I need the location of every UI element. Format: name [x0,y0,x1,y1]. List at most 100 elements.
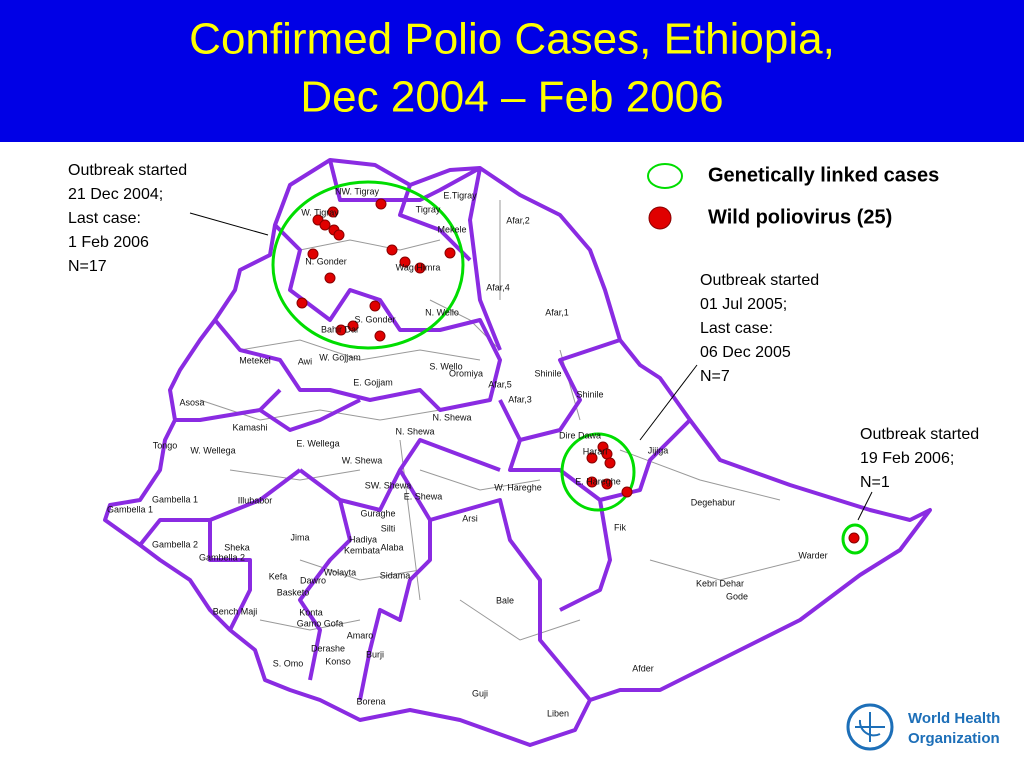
annotation: 19 Feb 2006; [860,450,954,467]
linked-circles [271,180,869,555]
zone-label: Konta [299,607,323,617]
zone-label: Oromiya [449,368,483,378]
zone-label: Afar,5 [488,379,512,389]
zone-label: Amaro [347,630,374,640]
zone-label: E. Wellega [296,438,339,448]
title-band [0,0,1024,142]
zone-label: Harari [583,446,608,456]
zone-label: Gambella 2 [199,552,245,562]
zone-label: NW. Tigray [335,186,380,196]
zone-label: Dawro [300,575,326,585]
zone-label: Tigray [416,204,441,214]
logo-text: Organization [908,730,1000,747]
zone-label: Afar,2 [506,215,530,225]
zone-label: Afar,4 [486,282,510,292]
zone-label: Kefa [269,571,288,581]
zone-label: S. Wello [429,361,462,371]
annotation: Outbreak started [700,272,819,289]
zone-label: Guraghe [360,508,395,518]
zone-label: Borena [356,696,385,706]
legend-dot [648,206,672,230]
zone-label: Warder [798,550,827,560]
zone-label: Gode [726,591,748,601]
zone-label: E. Shewa [404,491,443,501]
zone-label: SW. Shewa [365,480,412,490]
zone-label: Wag Himra [396,262,441,272]
annotation: Outbreak started [68,162,187,179]
zone-label: Arsi [462,513,478,523]
zone-label: Bench Maji [213,606,258,616]
zone-label: Jima [290,532,309,542]
zone-label: N. Shewa [432,412,471,422]
zone-label: Liben [547,708,569,718]
logo-text: World Health [908,710,1000,727]
zone-label: Metekel [239,355,271,365]
zone-label: Alaba [380,542,403,552]
zone-label: Afar,1 [545,307,569,317]
zone-label: Asosa [179,397,204,407]
zone-label: Degehabur [691,497,736,507]
zone-label: E. Hareghe [575,476,621,486]
zone-label: Kamashi [232,422,267,432]
zone-label: E.Tigray [443,190,477,200]
case-dots [296,198,860,544]
annotation: Outbreak started [860,426,979,443]
title: Dec 2004 – Feb 2006 [300,73,723,122]
annotation: Last case: [700,320,773,337]
annotation: N=7 [700,368,730,385]
zone-label: N. Shewa [395,426,434,436]
zone-label: Kembata [344,545,380,555]
annotation: 1 Feb 2006 [68,234,149,251]
zone-label: Afder [632,663,654,673]
zone-label: S. Gonder [354,314,395,324]
zone-label: N. Wello [425,307,459,317]
zone-label: W. Gojjam [319,352,361,362]
zone-label: Shinile [576,389,603,399]
zone-label: Basketo [277,587,310,597]
legend-label: Genetically linked cases [708,164,939,186]
zone-label: Awi [298,356,312,366]
zone-label: Burji [366,649,384,659]
leader-lines [189,212,873,521]
zone-label: W. Tigray [301,207,339,217]
zone-label: W. Wellega [190,445,235,455]
zone-label: Sidama [380,570,411,580]
zone-label: Sheka [224,542,250,552]
zone-label: Guji [472,688,488,698]
zone-label: N. Gonder [305,256,347,266]
legend: Genetically linked cases Wild poliovirus… [647,163,939,230]
annotation: 21 Dec 2004; [68,186,163,203]
zone-label: Jijiga [648,445,669,455]
zone-label: E. Gojjam [353,377,393,387]
annotation: 01 Jul 2005; [700,296,787,313]
zone-label: Afar,3 [508,394,532,404]
zone-borders [199,200,801,641]
zone-label: Illubabor [238,495,273,505]
zone-label: Mekele [437,224,466,234]
legend-circle [647,163,683,189]
annotation: N=17 [68,258,107,275]
zone-label: Gamo Gofa [297,618,344,628]
zone-label: Bale [496,595,514,605]
zone-label: Gambella 1 [152,494,198,504]
region-borders [138,159,692,702]
annotation: 06 Dec 2005 [700,344,791,361]
legend-label: Wild poliovirus (25) [708,206,892,228]
zone-label: Kebri Dehar [696,578,744,588]
annotation: Last case: [68,210,141,227]
zone-label: Shinile [534,368,561,378]
title: Confirmed Polio Cases, Ethiopia, [189,15,835,64]
zone-label: Tongo [153,440,178,450]
zone-label: Gambella 1 [107,504,153,514]
zone-label: Konso [325,656,351,666]
zone-label: W. Shewa [342,455,383,465]
zone-label: W. Hareghe [494,482,542,492]
zone-label: Fik [614,522,626,532]
zone-label: S. Omo [273,658,304,668]
zone-label: Silti [381,523,396,533]
country-outline [103,158,932,747]
who-logo: World Health Organization [846,703,1000,751]
zone-label: Wolayta [324,567,356,577]
